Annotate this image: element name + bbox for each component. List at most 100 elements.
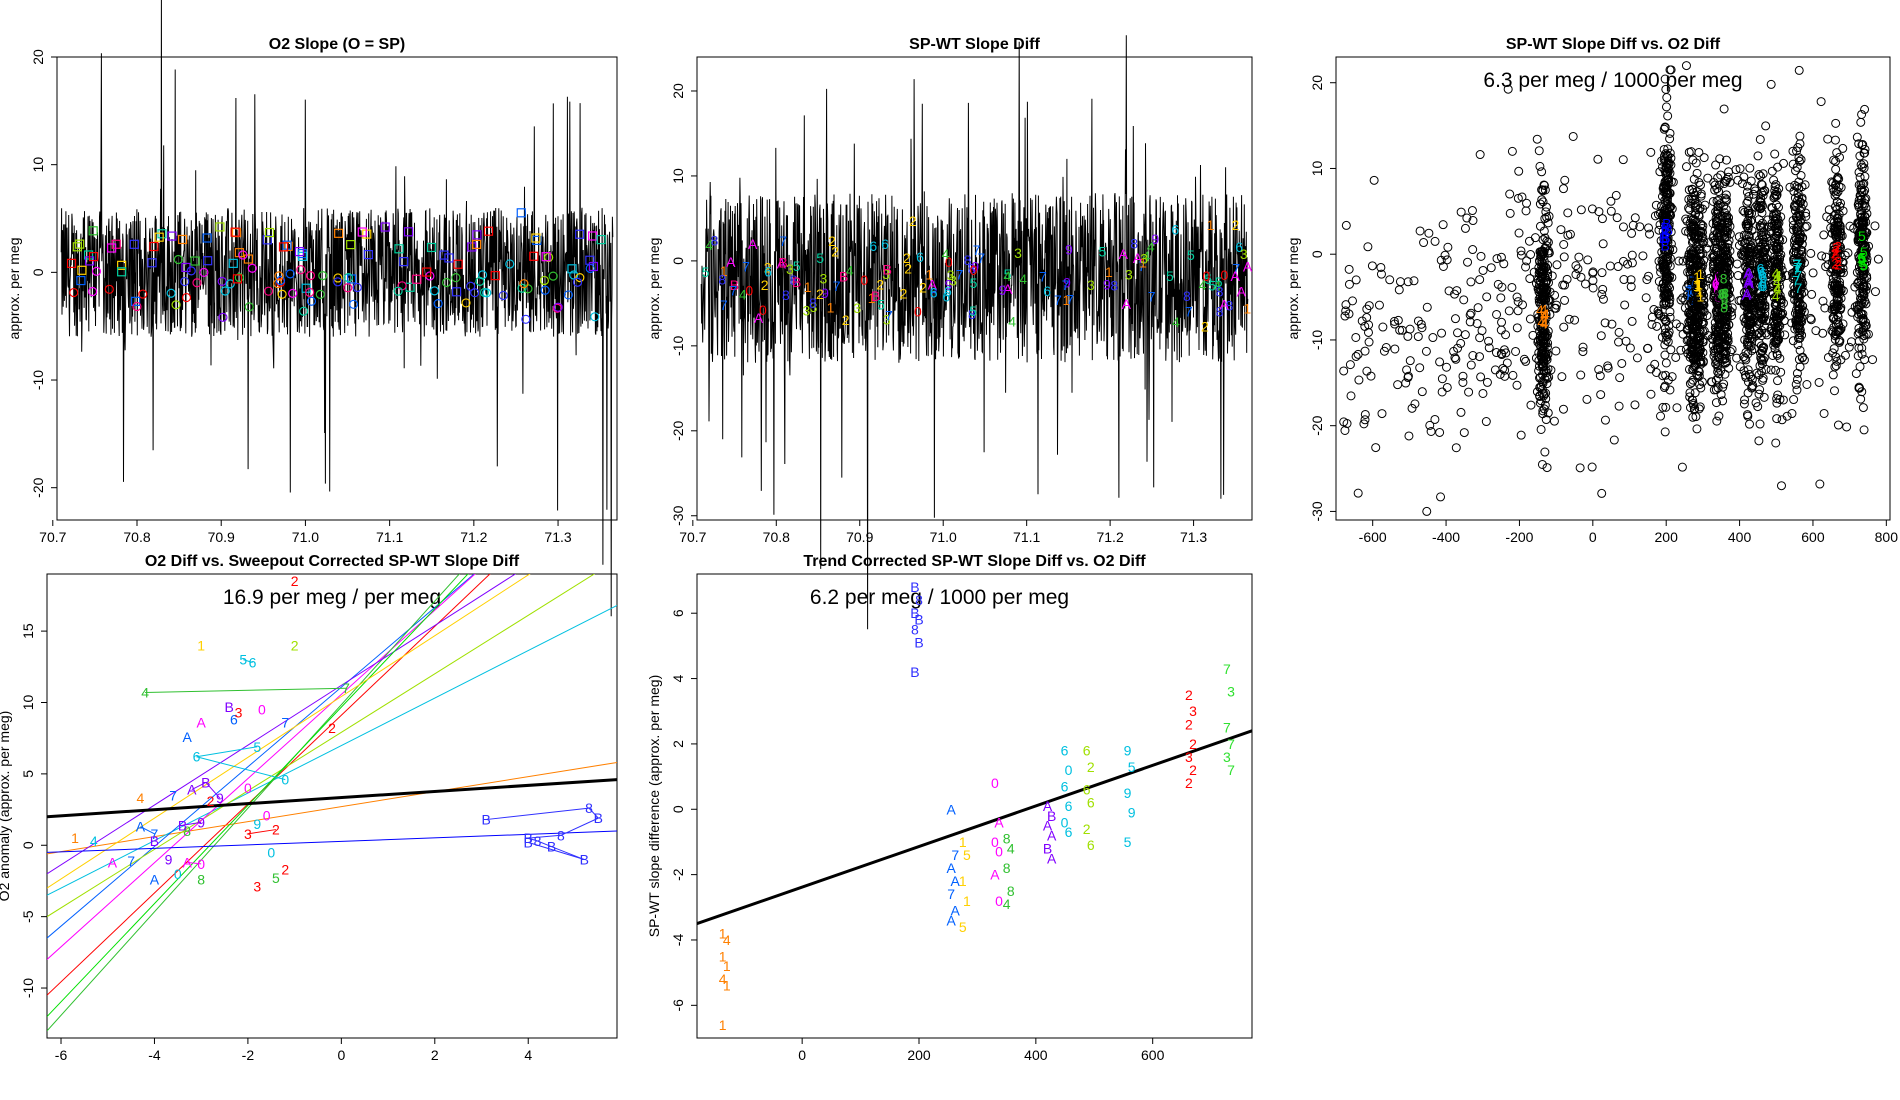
scatter-point	[1612, 213, 1622, 223]
scatter-point	[1718, 264, 1728, 274]
scatter-point	[1697, 377, 1707, 387]
cluster-label: 7	[1793, 257, 1801, 273]
scatter-point	[1868, 355, 1878, 365]
scatter-point	[1344, 264, 1354, 274]
scatter-point	[1666, 65, 1676, 75]
point-label: 8	[197, 872, 205, 888]
scatter-point	[1660, 324, 1670, 334]
scatter-point	[1539, 226, 1549, 236]
scatter-point	[1393, 315, 1403, 325]
cluster-point-label: 2	[1083, 821, 1091, 837]
scatter-point	[1664, 292, 1674, 302]
scatter-point	[1792, 385, 1802, 395]
fit-lines	[47, 574, 617, 1032]
cluster-label: 6	[1757, 263, 1765, 279]
point-connector	[588, 807, 599, 819]
scatter-point	[1413, 316, 1423, 326]
scatter-point	[1835, 241, 1845, 251]
scatter-point	[1829, 155, 1839, 165]
scatter-point	[1691, 158, 1701, 168]
scatter-point	[1542, 212, 1552, 222]
scatter-point	[1638, 251, 1648, 261]
scatter-point	[1661, 226, 1671, 236]
cycle-label: 3	[1240, 246, 1248, 262]
y-tick-label: 10	[1309, 160, 1325, 176]
cycle-fit-line	[47, 574, 531, 889]
scatter-point	[1755, 299, 1765, 309]
scatter-point	[1703, 173, 1713, 183]
scatter-point	[1751, 231, 1761, 241]
scatter-point	[1465, 317, 1475, 327]
point-label: 2	[207, 793, 215, 809]
scatter-point	[1575, 463, 1585, 473]
cluster-point-label: 0	[1061, 814, 1069, 830]
cluster-label: A	[1744, 272, 1754, 288]
cluster-label: 5	[1859, 250, 1867, 266]
scatter-point	[1758, 346, 1768, 356]
panel-title: O2 Diff vs. Sweepout Corrected SP-WT Slo…	[145, 553, 520, 570]
cluster-point-label: A	[1043, 798, 1053, 814]
point-label: A	[108, 854, 118, 870]
point-label: B	[547, 839, 556, 855]
scatter-point	[1773, 219, 1783, 229]
cycle-label: 6	[942, 288, 950, 304]
cycle-label: 4	[739, 286, 747, 302]
scatter-point	[1588, 267, 1598, 277]
scatter-point	[1632, 353, 1642, 363]
scatter-point	[1745, 256, 1755, 266]
scatter-point	[1521, 206, 1531, 216]
cluster-label: 5	[1860, 244, 1868, 260]
point-label: B	[150, 833, 159, 849]
scatter-point	[1539, 389, 1549, 399]
point-connector	[187, 861, 202, 865]
fit-line	[697, 729, 1252, 926]
scatter-point	[1658, 226, 1668, 236]
cluster-point-label: 9	[1128, 805, 1136, 821]
cluster-label: A	[1743, 275, 1753, 291]
scatter-point	[1484, 336, 1494, 346]
scatter-point	[1692, 168, 1702, 178]
scatter-point	[1721, 246, 1731, 256]
scatter-point	[1718, 332, 1728, 342]
scatter-point	[1688, 155, 1698, 165]
scatter-point	[1463, 257, 1473, 267]
point-label: 4	[90, 833, 98, 849]
scatter-point	[1859, 425, 1869, 435]
square-marker	[531, 233, 541, 243]
cycle-label: 5	[1098, 244, 1106, 260]
cycle-label: 4	[846, 262, 854, 278]
scatter-point	[1537, 307, 1547, 317]
scatter-point	[1745, 311, 1755, 321]
circle-marker	[563, 290, 573, 300]
cycle-label: 5	[969, 303, 977, 319]
cluster-point-label: 6	[1065, 798, 1073, 814]
scatter-point	[1661, 169, 1671, 179]
scatter-point	[1790, 206, 1800, 216]
scatter-point	[1695, 402, 1705, 412]
scatter-point	[1835, 243, 1845, 253]
scatter-point	[1718, 241, 1728, 251]
cluster-point-label: 1	[963, 893, 971, 909]
cluster-point-label: 1	[723, 958, 731, 974]
scatter-point	[1341, 306, 1351, 316]
point-label: 8	[183, 823, 191, 839]
scatter-point	[1360, 415, 1370, 425]
cluster-point-label: 0	[1065, 762, 1073, 778]
scatter-point	[1693, 310, 1703, 320]
circle-marker	[572, 277, 583, 287]
scatter-point	[1769, 255, 1779, 265]
scatter-point	[1630, 400, 1640, 410]
point-label: 9	[216, 790, 224, 806]
scatter-point	[1559, 322, 1569, 332]
scatter-point	[1339, 366, 1349, 376]
scatter-point	[1593, 154, 1603, 164]
cluster-point-label: 2	[1185, 716, 1193, 732]
cluster-label: 0	[1714, 282, 1722, 298]
scatter-point	[1486, 263, 1496, 273]
cycle-label: 5	[702, 264, 710, 280]
cluster-label: A	[1744, 265, 1754, 281]
scatter-point	[1659, 383, 1669, 393]
scatter-point	[1551, 346, 1561, 356]
scatter-point	[1852, 132, 1862, 142]
scatter-point	[1772, 283, 1782, 293]
